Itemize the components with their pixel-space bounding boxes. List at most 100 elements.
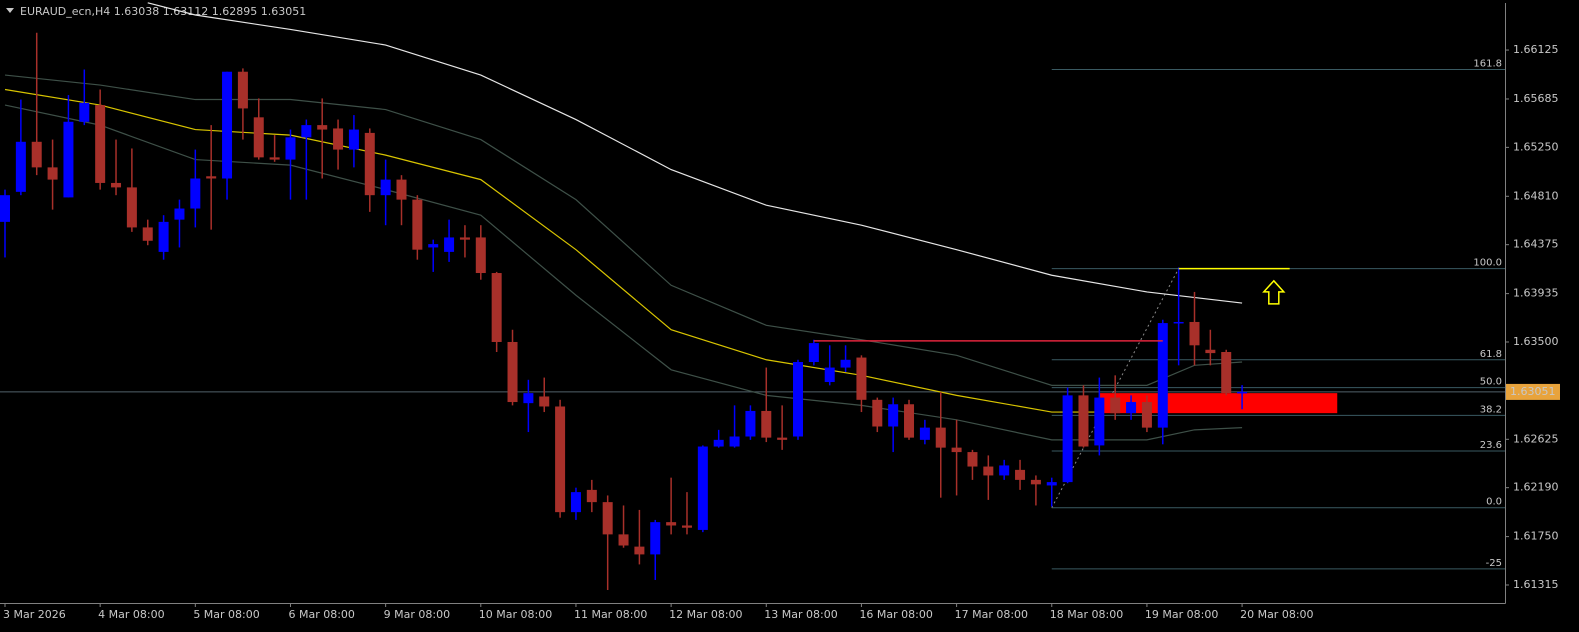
y-tick-label: 1.64375 [1513, 238, 1559, 251]
x-tick-label: 19 Mar 08:00 [1145, 608, 1218, 621]
x-tick-label: 18 Mar 08:00 [1050, 608, 1123, 621]
candle-body [618, 534, 629, 546]
x-tick-label: 9 Mar 08:00 [384, 608, 450, 621]
candle-body [380, 179, 391, 196]
candle-body [951, 447, 962, 453]
x-tick-label: 13 Mar 08:00 [764, 608, 837, 621]
fibo-label: 100.0 [1473, 258, 1502, 269]
fibo-label: 50.0 [1480, 377, 1502, 388]
candle-body [745, 410, 756, 437]
candle-body [126, 187, 137, 228]
fibo-label: 161.8 [1473, 59, 1502, 70]
candle-body [459, 237, 470, 240]
x-tick-label: 4 Mar 08:00 [98, 608, 164, 621]
candle-body [1126, 402, 1137, 414]
candle-body [444, 237, 455, 252]
candle-body [317, 125, 328, 130]
candle-body [63, 121, 74, 198]
candle-body [475, 237, 486, 274]
fibo-label: -25 [1486, 558, 1502, 569]
candle-body [0, 195, 10, 222]
candle-body [793, 361, 803, 437]
y-tick-label: 1.64810 [1513, 189, 1559, 202]
candle-body [904, 404, 915, 438]
fibo-label: 61.8 [1480, 349, 1502, 360]
candle-body [348, 129, 359, 150]
candle-body [1015, 469, 1026, 480]
bid-label: 1.63051 [1510, 385, 1556, 398]
chart-title: EURAUD_ecn,H4 1.63038 1.63112 1.62895 1.… [20, 5, 306, 18]
candle-body [1062, 395, 1073, 483]
candle-body [1094, 397, 1105, 446]
candle-body [1141, 402, 1152, 428]
candle-body [31, 141, 42, 168]
bid-label-box [1506, 383, 1560, 400]
y-tick-label: 1.63500 [1513, 335, 1559, 348]
candle-body [935, 427, 946, 448]
x-tick-label: 3 Mar 2026 [3, 608, 66, 621]
x-tick-label: 6 Mar 08:00 [288, 608, 354, 621]
candle-body [919, 427, 930, 440]
candle-body [491, 273, 502, 342]
moving-average [147, 2, 1243, 304]
candle-body [174, 208, 185, 220]
fibo-label: 23.6 [1480, 440, 1502, 451]
candle-body [269, 157, 280, 160]
candle-body [983, 466, 994, 476]
candle-body [761, 410, 772, 438]
candle-body [1078, 395, 1089, 447]
candle-body [650, 522, 661, 555]
candle-body [333, 128, 344, 150]
candle-body [856, 357, 867, 400]
candle-body [237, 71, 248, 109]
candle-body [190, 178, 201, 209]
candle-body [1030, 479, 1041, 485]
arrow [1262, 279, 1286, 305]
y-tick-label: 1.65685 [1513, 92, 1559, 105]
candle-body [888, 404, 899, 427]
candle-body [1173, 321, 1184, 324]
y-tick-label: 1.63935 [1513, 287, 1559, 300]
y-tick-label: 1.62625 [1513, 432, 1559, 445]
candle-body [539, 396, 550, 407]
candle-body [158, 221, 169, 252]
candle-body [555, 406, 566, 513]
x-tick-label: 10 Mar 08:00 [479, 608, 552, 621]
candle-body [79, 102, 90, 122]
candle-body [999, 465, 1010, 476]
y-tick-label: 1.62190 [1513, 481, 1559, 494]
y-tick-label: 1.61750 [1513, 530, 1559, 543]
candle-body [507, 341, 518, 403]
x-tick-label: 11 Mar 08:00 [574, 608, 647, 621]
candle-body [364, 132, 375, 196]
candle-body [1205, 349, 1216, 354]
y-tick-label: 1.66125 [1513, 43, 1559, 56]
candle-body [412, 199, 423, 250]
candle-body [713, 439, 724, 447]
candle-body [253, 117, 264, 158]
title-triangle [6, 8, 14, 13]
candle-body [602, 502, 613, 535]
candle-body [111, 182, 122, 188]
candle-body [872, 399, 883, 427]
x-tick-label: 20 Mar 08:00 [1240, 608, 1313, 621]
candle-body [301, 125, 312, 138]
candle-body [808, 343, 819, 362]
candle-body [666, 522, 677, 526]
candle-body [729, 436, 740, 447]
x-tick-label: 17 Mar 08:00 [955, 608, 1028, 621]
candle-body [824, 367, 835, 383]
candle-body [777, 437, 788, 440]
x-tick-label: 16 Mar 08:00 [859, 608, 932, 621]
y-tick-label: 1.65250 [1513, 140, 1559, 153]
candle-body [1189, 321, 1200, 346]
candle-body [47, 167, 58, 180]
y-tick-label: 1.61315 [1513, 578, 1559, 591]
candle-body [840, 359, 851, 368]
candle-body [570, 492, 581, 513]
candle-body [206, 176, 217, 179]
candle-body [586, 489, 597, 503]
candle-body [1110, 397, 1121, 414]
